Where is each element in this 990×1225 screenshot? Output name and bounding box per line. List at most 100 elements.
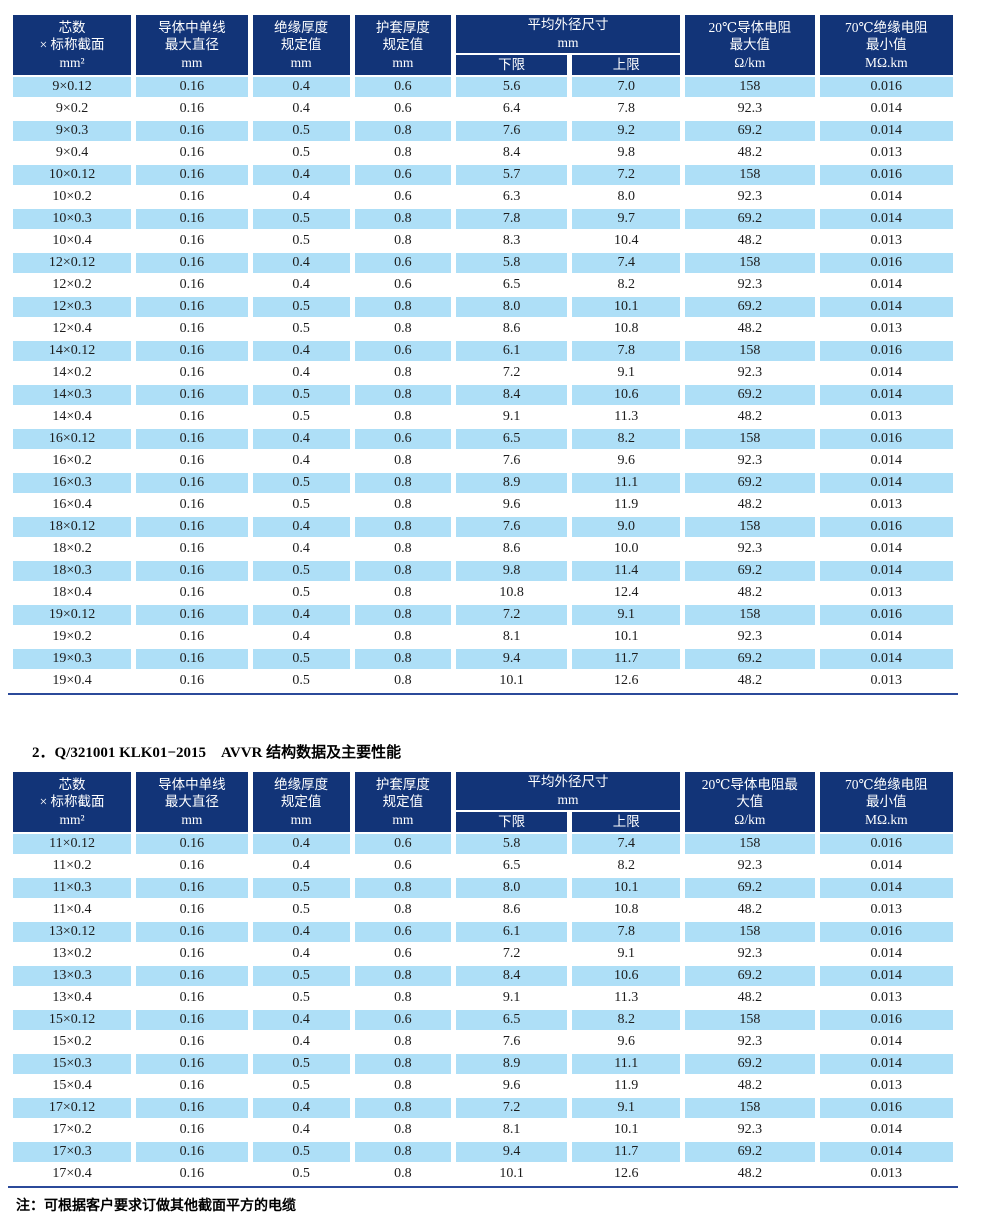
table-cell: 0.014 xyxy=(819,1142,953,1162)
table-cell: 7.2 xyxy=(502,365,521,380)
table-cell: 6.3 xyxy=(502,189,521,204)
table-row: 18×0.2 0.16 0.4 0.8 8.6 10.0 92.3 0.014 xyxy=(13,539,953,559)
t1-header-od-upper-limit: 上限 xyxy=(572,55,681,75)
table-cell: 10.1 xyxy=(499,673,524,688)
t1-header-insulation-resistance-70c: 70℃绝缘电阻 最小值 MΩ.km xyxy=(819,15,953,75)
table-cell: 0.5 xyxy=(252,1142,350,1162)
t1-header-outer-diameter-group: 平均外径尺寸 mm xyxy=(455,15,681,53)
table-row: 11×0.2 0.16 0.4 0.6 6.5 8.2 92.3 0.014 xyxy=(13,856,953,876)
table-row: 14×0.2 0.16 0.4 0.8 7.2 9.1 92.3 0.014 xyxy=(13,363,953,383)
table-cell: 8.9 xyxy=(455,473,568,493)
table-cell: 9.7 xyxy=(572,209,681,229)
table-cell: 0.016 xyxy=(819,517,953,537)
table-cell: 0.16 xyxy=(179,629,205,644)
table-cell: 69.2 xyxy=(685,297,815,317)
table-cell: 12×0.4 xyxy=(52,321,92,336)
table-cell: 18×0.12 xyxy=(13,517,132,537)
table-cell: 0.16 xyxy=(179,453,205,468)
table-cell: 0.6 xyxy=(354,77,451,97)
table-cell: 0.4 xyxy=(292,1034,310,1049)
t2-header-insulation-resistance-70c: 70℃绝缘电阻 最小值 MΩ.km xyxy=(819,772,953,832)
table-cell: 0.014 xyxy=(819,878,953,898)
table-cell: 0.16 xyxy=(179,277,205,292)
table-cell: 17×0.12 xyxy=(13,1098,132,1118)
table-cell: 0.014 xyxy=(870,629,903,644)
table-cell: 48.2 xyxy=(737,902,763,917)
table-cell: 0.16 xyxy=(136,1142,248,1162)
table-cell: 0.4 xyxy=(252,253,350,273)
table-cell: 92.3 xyxy=(737,1122,763,1137)
table-cell: 9.8 xyxy=(455,561,568,581)
table-cell: 6.4 xyxy=(502,101,521,116)
table-cell: 0.8 xyxy=(394,902,412,917)
table-cell: 5.6 xyxy=(455,77,568,97)
table-cell: 5.8 xyxy=(455,834,568,854)
table-cell: 0.4 xyxy=(292,1122,310,1137)
table-cell: 0.16 xyxy=(136,966,248,986)
table-cell: 9.1 xyxy=(617,946,635,961)
table-cell: 10.1 xyxy=(613,629,639,644)
table-cell: 0.5 xyxy=(252,209,350,229)
table-cell: 8.2 xyxy=(617,858,635,873)
table-cell: 6.1 xyxy=(455,341,568,361)
avvr-table-1-wrap: 芯数 × 标称截面 mm² 导体中单线 最大直径 mm 绝缘厚度 规定值 mm … xyxy=(8,13,958,695)
table-cell: 8.4 xyxy=(455,966,568,986)
table-cell: 0.013 xyxy=(870,233,903,248)
table-cell: 8.0 xyxy=(455,297,568,317)
table-cell: 48.2 xyxy=(737,990,763,1005)
table-cell: 0.16 xyxy=(179,585,205,600)
table-cell: 9.6 xyxy=(617,1034,635,1049)
table-row: 13×0.3 0.16 0.5 0.8 8.4 10.6 69.2 0.014 xyxy=(13,966,953,986)
table-cell: 16×0.3 xyxy=(13,473,132,493)
table-cell: 11.3 xyxy=(614,990,639,1005)
spec-table-1: 芯数 × 标称截面 mm² 导体中单线 最大直径 mm 绝缘厚度 规定值 mm … xyxy=(8,13,958,693)
table-cell: 0.8 xyxy=(394,541,412,556)
table-cell: 10×0.3 xyxy=(13,209,132,229)
table-cell: 92.3 xyxy=(737,541,763,556)
table-cell: 9×0.12 xyxy=(13,77,132,97)
table-cell: 13×0.4 xyxy=(52,990,92,1005)
table-row: 19×0.12 0.16 0.4 0.8 7.2 9.1 158 0.016 xyxy=(13,605,953,625)
table-cell: 14×0.3 xyxy=(13,385,132,405)
table-cell: 8.6 xyxy=(502,321,521,336)
table-row: 12×0.3 0.16 0.5 0.8 8.0 10.1 69.2 0.014 xyxy=(13,297,953,317)
table-cell: 0.8 xyxy=(394,629,412,644)
table-cell: 0.6 xyxy=(354,834,451,854)
table-cell: 0.016 xyxy=(819,429,953,449)
table-cell: 48.2 xyxy=(737,497,763,512)
spec-table-2: 芯数 × 标称截面 mm² 导体中单线 最大直径 mm 绝缘厚度 规定值 mm … xyxy=(8,770,958,1186)
table-cell: 9.0 xyxy=(572,517,681,537)
table-cell: 12.6 xyxy=(613,1166,639,1181)
table-cell: 9.2 xyxy=(572,121,681,141)
table-cell: 0.16 xyxy=(179,365,205,380)
table-cell: 0.014 xyxy=(819,121,953,141)
table-cell: 0.014 xyxy=(819,209,953,229)
table-cell: 69.2 xyxy=(685,649,815,669)
table-row: 10×0.3 0.16 0.5 0.8 7.8 9.7 69.2 0.014 xyxy=(13,209,953,229)
table-cell: 0.5 xyxy=(292,409,310,424)
table-cell: 7.2 xyxy=(572,165,681,185)
table-cell: 0.4 xyxy=(292,629,310,644)
table-row: 9×0.12 0.16 0.4 0.6 5.6 7.0 158 0.016 xyxy=(13,77,953,97)
table-cell: 16×0.4 xyxy=(52,497,92,512)
table-cell: 0.8 xyxy=(394,453,412,468)
table-cell: 0.4 xyxy=(252,605,350,625)
table-cell: 0.16 xyxy=(179,497,205,512)
table-cell: 0.16 xyxy=(179,145,205,160)
table-cell: 0.5 xyxy=(292,673,310,688)
table-cell: 158 xyxy=(685,253,815,273)
table-row: 16×0.2 0.16 0.4 0.8 7.6 9.6 92.3 0.014 xyxy=(13,451,953,471)
table-cell: 48.2 xyxy=(737,145,763,160)
table-row: 12×0.2 0.16 0.4 0.6 6.5 8.2 92.3 0.014 xyxy=(13,275,953,295)
table-cell: 0.8 xyxy=(354,385,451,405)
table-cell: 16×0.2 xyxy=(52,453,92,468)
table-row: 19×0.3 0.16 0.5 0.8 9.4 11.7 69.2 0.014 xyxy=(13,649,953,669)
table-cell: 0.8 xyxy=(354,121,451,141)
table-cell: 158 xyxy=(685,429,815,449)
table-row: 15×0.4 0.16 0.5 0.8 9.6 11.9 48.2 0.013 xyxy=(13,1076,953,1096)
table-cell: 7.6 xyxy=(455,517,568,537)
table-cell: 11×0.12 xyxy=(13,834,132,854)
table-cell: 0.014 xyxy=(870,101,903,116)
table-cell: 9×0.2 xyxy=(55,101,89,116)
table-cell: 7.2 xyxy=(455,1098,568,1118)
